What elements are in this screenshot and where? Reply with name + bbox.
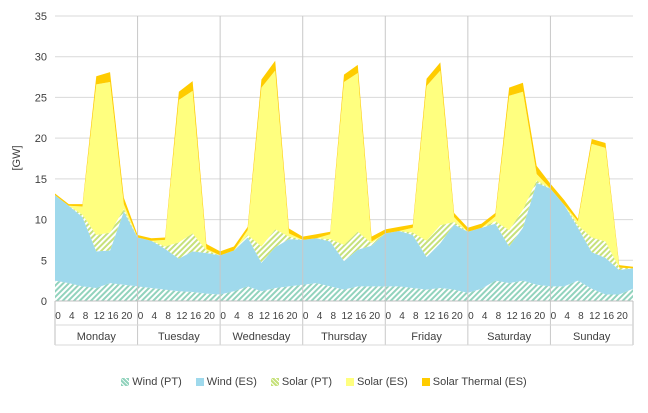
legend-label: Solar (PT) xyxy=(281,376,333,388)
legend-item: Solar Thermal (ES) xyxy=(421,376,527,388)
day-label: Sunday xyxy=(573,331,611,343)
x-tick-label: 0 xyxy=(220,311,226,322)
legend-swatch xyxy=(270,378,279,386)
series-area-solar-pt xyxy=(55,180,633,271)
x-tick-label: 8 xyxy=(578,311,584,322)
x-tick-label: 16 xyxy=(520,311,532,322)
x-tick-label: 0 xyxy=(386,311,392,322)
legend-label: Solar (ES) xyxy=(357,376,408,388)
y-tick-label: 15 xyxy=(35,174,47,186)
x-tick-label: 4 xyxy=(399,311,405,322)
legend: Wind (PT) Wind (ES) Solar (PT) Solar (ES) So… xyxy=(0,376,648,388)
x-tick-label: 20 xyxy=(452,311,464,322)
day-label: Saturday xyxy=(487,331,532,343)
legend-item: Solar (ES) xyxy=(346,376,408,388)
x-tick-label: 4 xyxy=(69,311,75,322)
x-tick-label: 0 xyxy=(303,311,309,322)
legend-item: Solar (PT) xyxy=(270,376,333,388)
x-tick-label: 12 xyxy=(259,311,271,322)
x-tick-label: 4 xyxy=(234,311,240,322)
y-axis-label: [GW] xyxy=(11,145,23,170)
x-tick-label: 8 xyxy=(496,311,502,322)
day-label: Tuesday xyxy=(158,331,200,343)
legend-label: Solar Thermal (ES) xyxy=(432,376,527,388)
x-tick-label: 12 xyxy=(589,311,601,322)
x-tick-label: 12 xyxy=(176,311,188,322)
y-tick-label: 30 xyxy=(35,52,47,64)
x-tick-label: 8 xyxy=(248,311,254,322)
x-tick-label: 20 xyxy=(617,311,629,322)
x-tick-label: 20 xyxy=(204,311,216,322)
x-tick-label: 0 xyxy=(55,311,61,322)
x-tick-label: 4 xyxy=(564,311,570,322)
x-tick-label: 16 xyxy=(438,311,450,322)
day-label: Thursday xyxy=(321,331,367,343)
series-area-solar-es xyxy=(55,70,633,269)
x-tick-label: 12 xyxy=(94,311,106,322)
legend-swatch xyxy=(346,378,355,386)
x-tick-label: 12 xyxy=(341,311,353,322)
x-tick-label: 0 xyxy=(138,311,144,322)
x-tick-label: 8 xyxy=(165,311,171,322)
legend-swatch xyxy=(121,378,130,386)
series-area-wind-pt xyxy=(55,280,633,301)
y-tick-label: 0 xyxy=(41,296,47,308)
x-tick-label: 20 xyxy=(369,311,381,322)
x-tick-label: 16 xyxy=(355,311,367,322)
x-tick-label: 8 xyxy=(413,311,419,322)
legend-swatch xyxy=(195,378,204,386)
y-tick-label: 20 xyxy=(35,133,47,145)
series-area-wind-es xyxy=(55,182,633,295)
y-tick-label: 25 xyxy=(35,92,47,104)
x-tick-label: 8 xyxy=(83,311,89,322)
y-tick-label: 10 xyxy=(35,215,47,227)
x-tick-label: 16 xyxy=(273,311,285,322)
x-tick-label: 8 xyxy=(330,311,336,322)
legend-item: Wind (PT) xyxy=(121,376,182,388)
day-label: Friday xyxy=(411,331,442,343)
x-tick-label: 0 xyxy=(468,311,474,322)
y-tick-label: 35 xyxy=(35,11,47,23)
legend-label: Wind (ES) xyxy=(206,376,257,388)
x-tick-label: 4 xyxy=(152,311,158,322)
x-tick-label: 20 xyxy=(286,311,298,322)
x-tick-label: 16 xyxy=(603,311,615,322)
x-tick-label: 16 xyxy=(107,311,119,322)
x-tick-label: 16 xyxy=(190,311,202,322)
x-tick-label: 20 xyxy=(534,311,546,322)
x-tick-label: 4 xyxy=(317,311,323,322)
x-tick-label: 20 xyxy=(121,311,133,322)
x-tick-label: 12 xyxy=(424,311,436,322)
x-tick-label: 0 xyxy=(551,311,557,322)
day-label: Wednesday xyxy=(232,331,290,343)
x-tick-label: 12 xyxy=(507,311,519,322)
legend-swatch xyxy=(421,378,430,386)
day-label: Monday xyxy=(77,331,117,343)
x-tick-label: 4 xyxy=(482,311,488,322)
legend-item: Wind (ES) xyxy=(195,376,257,388)
legend-label: Wind (PT) xyxy=(132,376,182,388)
y-tick-label: 5 xyxy=(41,255,47,267)
